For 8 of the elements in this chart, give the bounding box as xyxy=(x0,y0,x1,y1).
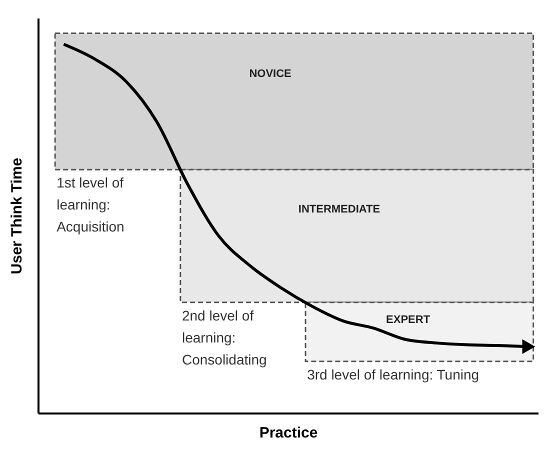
annotation: 3rd level of learning: Tuning xyxy=(307,366,480,382)
band-label: INTERMEDIATE xyxy=(298,203,380,216)
band-label: NOVICE xyxy=(249,68,292,80)
x-axis-title: Practice xyxy=(259,424,318,442)
annotation: 1st level of learning: Acquisition xyxy=(56,174,124,235)
y-axis-title: User Think Time xyxy=(8,158,26,274)
annotation: 2nd level of learning: Consolidating xyxy=(182,307,267,368)
band-label: EXPERT xyxy=(386,314,430,326)
